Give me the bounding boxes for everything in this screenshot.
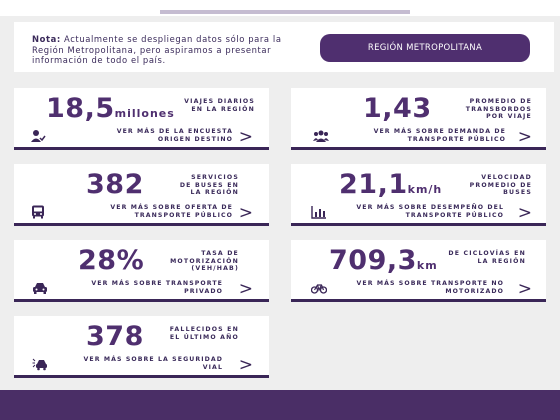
value-unit: km/h: [407, 183, 443, 196]
chevron-right-icon[interactable]: >: [238, 127, 253, 147]
card-link[interactable]: VER MÁS DE LA ENCUESTA ORIGEN DESTINO: [116, 128, 233, 143]
value-number: 18,5: [46, 93, 115, 124]
card-link[interactable]: VER MÁS SOBRE TRANSPORTE PRIVADO: [91, 280, 223, 295]
card-link[interactable]: VER MÁS SOBRE DEMANDA DE TRANSPORTE PÚBL…: [373, 128, 506, 143]
value-number: 709,3: [329, 245, 417, 276]
card-transbordos: 1,43 PROMEDIO DE TRANSBORDOS POR VIAJE V…: [291, 88, 546, 150]
card-description: PROMEDIO DE TRANSBORDOS POR VIAJE: [465, 98, 532, 121]
card-description: VELOCIDAD PROMEDIO DE BUSES: [469, 174, 532, 197]
region-button[interactable]: REGIÓN METROPOLITANA: [320, 34, 530, 62]
bar-chart-icon: [311, 206, 326, 219]
card-value: 378: [86, 321, 144, 352]
bicycle-icon: [311, 284, 327, 294]
chevron-right-icon[interactable]: >: [517, 203, 532, 223]
value-number: 28%: [78, 245, 145, 276]
car-crash-icon: [32, 358, 47, 371]
notice-body: Actualmente se despliegan datos sólo par…: [32, 34, 282, 65]
card-value: 382: [86, 169, 144, 200]
value-unit: km: [416, 259, 438, 272]
card-fallecidos: 378 FALLECIDOS EN EL ÚLTIMO AÑO VER MÁS …: [14, 316, 269, 378]
card-link[interactable]: VER MÁS SOBRE LA SEGURIDAD VIAL: [83, 356, 223, 371]
card-link[interactable]: VER MÁS SOBRE TRANSPORTE NO MOTORIZADO: [356, 280, 504, 295]
card-link[interactable]: VER MÁS SOBRE DESEMPEÑO DEL TRANSPORTE P…: [356, 204, 504, 219]
card-description: DE CICLOVÍAS EN LA REGIÓN: [448, 250, 526, 265]
card-value: 28%: [78, 245, 144, 276]
chevron-right-icon[interactable]: >: [517, 127, 532, 147]
card-description: SERVICIOS DE BUSES EN LA REGIÓN: [179, 174, 239, 197]
card-value: 18,5millones: [46, 93, 175, 124]
footer-bar: [0, 390, 560, 420]
card-link[interactable]: VER MÁS SOBRE OFERTA DE TRANSPORTE PÚBLI…: [110, 204, 233, 219]
value-number: 378: [86, 321, 144, 352]
value-number: 21,1: [339, 169, 408, 200]
value-number: 382: [86, 169, 144, 200]
people-group-icon: [313, 130, 329, 142]
card-description: TASA DE MOTORIZACIÓN (veh/hab): [170, 250, 239, 273]
card-description: VIAJES DIARIOS EN LA REGIÓN: [184, 98, 255, 113]
chevron-right-icon[interactable]: >: [238, 355, 253, 375]
card-velocidad: 21,1km/h VELOCIDAD PROMEDIO DE BUSES VER…: [291, 164, 546, 226]
notice-panel: Nota: Actualmente se despliegan datos só…: [14, 22, 554, 72]
card-value: 1,43: [363, 93, 432, 124]
card-viajes-diarios: 18,5millones VIAJES DIARIOS EN LA REGIÓN…: [14, 88, 269, 150]
notice-label: Nota:: [32, 34, 61, 44]
card-value: 21,1km/h: [339, 169, 442, 200]
card-description: FALLECIDOS EN EL ÚLTIMO AÑO: [169, 326, 239, 341]
notice-text: Nota: Actualmente se despliegan datos só…: [32, 34, 312, 66]
card-ciclovias: 709,3km DE CICLOVÍAS EN LA REGIÓN VER MÁ…: [291, 240, 546, 302]
value-number: 1,43: [363, 93, 432, 124]
value-unit: millones: [114, 107, 175, 120]
car-icon: [33, 283, 47, 294]
top-strip: [0, 0, 560, 16]
top-mark: [160, 10, 410, 14]
bus-icon: [32, 205, 44, 219]
chevron-right-icon[interactable]: >: [238, 203, 253, 223]
card-motorizacion: 28% TASA DE MOTORIZACIÓN (veh/hab) VER M…: [14, 240, 269, 302]
chevron-right-icon[interactable]: >: [517, 279, 532, 299]
person-check-icon: [31, 130, 46, 142]
chevron-right-icon[interactable]: >: [238, 279, 253, 299]
card-value: 709,3km: [329, 245, 438, 276]
card-servicios-buses: 382 SERVICIOS DE BUSES EN LA REGIÓN VER …: [14, 164, 269, 226]
